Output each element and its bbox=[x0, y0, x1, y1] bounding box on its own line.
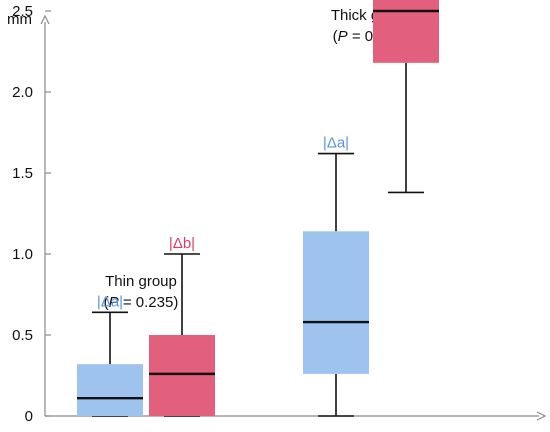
y-axis-arrow bbox=[40, 14, 50, 25]
x-axis-arrow bbox=[536, 411, 547, 421]
y-axis-ticks: 00.51.01.52.02.53.03.54.04.5 bbox=[12, 3, 51, 425]
iqr-box bbox=[373, 0, 439, 63]
y-tick-label: 1.5 bbox=[12, 165, 33, 182]
y-tick-label: 2.5 bbox=[12, 3, 33, 20]
y-axis-unit-label: mm bbox=[7, 11, 32, 28]
box-1-0: |Δa| bbox=[303, 135, 369, 417]
group-titles: Thin group(P = 0.235)Thick group(P = 0.0… bbox=[104, 7, 410, 311]
axes: mm bbox=[7, 11, 547, 421]
iqr-box bbox=[77, 364, 143, 416]
y-tick-label: 2.0 bbox=[12, 84, 33, 101]
group-p-value: (P = 0.235) bbox=[104, 294, 179, 311]
box-label: |Δa| bbox=[323, 135, 349, 152]
box-label: |Δb| bbox=[169, 235, 195, 252]
iqr-box bbox=[303, 231, 369, 374]
box-0-1: |Δb| bbox=[149, 235, 215, 417]
y-tick-label: 0.5 bbox=[12, 327, 33, 344]
y-tick-label: 1.0 bbox=[12, 246, 33, 263]
box-1-1: |Δb| bbox=[373, 0, 439, 194]
y-tick-label: 0 bbox=[25, 408, 33, 425]
iqr-box bbox=[149, 335, 215, 416]
group-title: Thin group bbox=[105, 273, 177, 290]
box-0-0: |Δa| bbox=[77, 293, 143, 417]
boxes: |Δa| |Δb| |Δa| |Δb| bbox=[77, 0, 439, 417]
box-label: |Δa| bbox=[97, 293, 123, 310]
